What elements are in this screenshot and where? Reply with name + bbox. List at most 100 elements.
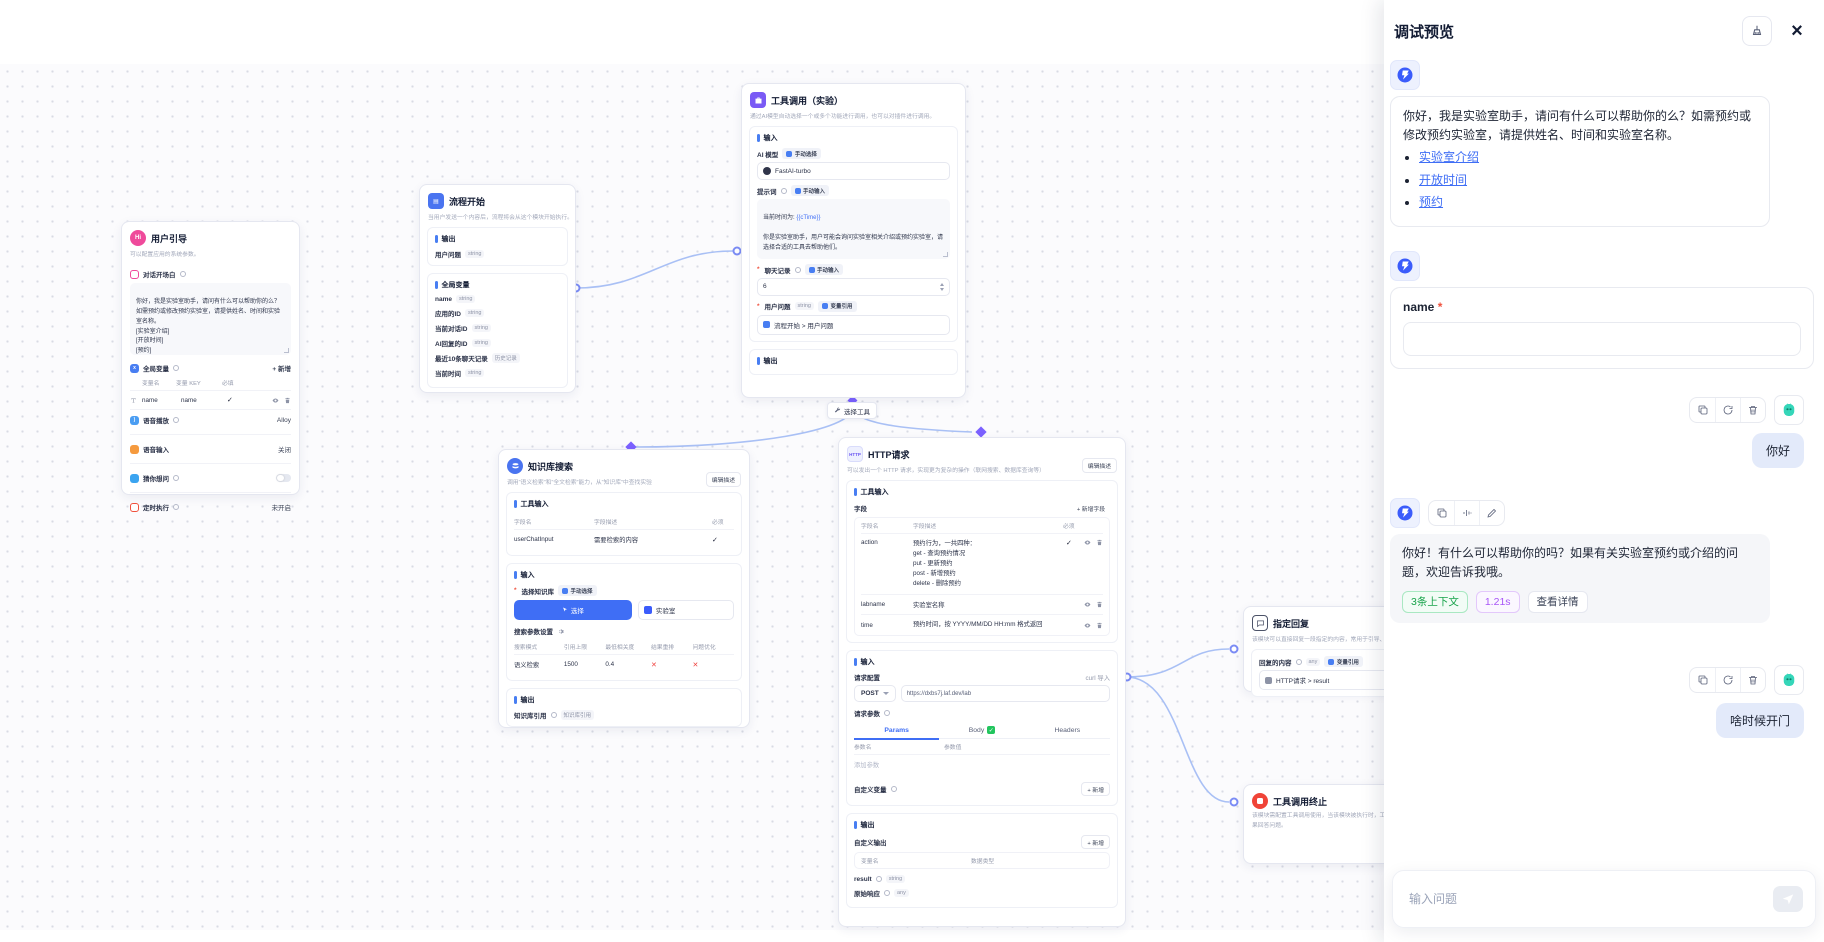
info-icon[interactable] [173, 475, 179, 481]
table-row[interactable]: time 预约时间，按 YYYY/MM/DD HH:mm 格式返回 [861, 615, 1103, 635]
section-input: 输入 [854, 657, 1110, 667]
chat-input[interactable] [1409, 892, 1765, 906]
table-row[interactable]: labname 实验室名称 [861, 595, 1103, 616]
tab-body[interactable]: Body ✓ [968, 726, 996, 735]
node-flow-start[interactable]: ▤ 流程开始 当用户发送一个内容后，流程将会从这个模块开始执行。 输出 用户问题… [419, 184, 576, 393]
edit-icon[interactable] [1479, 500, 1504, 525]
field-name: labname [861, 601, 886, 609]
bot-logo-icon [1397, 505, 1413, 521]
edit-description-button[interactable]: 编辑描述 [1081, 458, 1117, 473]
info-icon[interactable] [875, 876, 882, 883]
opening-textarea[interactable]: 你好，我是实验室助手，请问有什么可以帮助你的么？如需预约或修改预约实验室，请提供… [130, 283, 291, 355]
curl-import-button[interactable]: curl 导入 [1085, 674, 1111, 682]
dataset-chip[interactable]: 实验室 [637, 600, 734, 620]
node-http-request[interactable]: HTTP HTTP请求 可以发出一个 HTTP 请求，实现更为复杂的操作（联网搜… [838, 437, 1126, 927]
model-select[interactable]: FastAI-turbo [757, 162, 950, 180]
resize-handle-icon[interactable] [284, 348, 289, 353]
trash-icon[interactable] [284, 397, 291, 404]
read-aloud-icon[interactable] [1454, 500, 1479, 525]
copy-icon[interactable] [1690, 668, 1715, 692]
type-badge: any [1305, 657, 1321, 666]
voice-input-value[interactable]: 关闭 [278, 447, 291, 454]
link-lab-intro[interactable]: 实验室介绍 [1419, 150, 1480, 165]
info-icon[interactable] [550, 712, 557, 718]
edit-description-button[interactable]: 编辑描述 [705, 472, 741, 487]
node-user-guide[interactable]: Hi 用户引导 可以配置应用的系统参数。 对话开场白 你好，我是实验室助手，请问… [121, 221, 300, 512]
eye-icon[interactable] [272, 397, 279, 404]
node-subtitle: 调用“语义检索”和“全文检索”能力，从“知识库”中查找实验 [507, 480, 652, 486]
tab-headers[interactable]: Headers [1054, 726, 1081, 734]
retry-icon[interactable] [1715, 668, 1740, 693]
prompt-textarea[interactable]: 当前时间为: {{cTime}} 你是实验室助手，用户可能会询问实验室相关介绍或… [757, 199, 950, 259]
required-star: * [757, 266, 760, 273]
trash-icon[interactable] [1096, 601, 1103, 608]
reply-value: HTTP请求 > result [1276, 678, 1330, 685]
eye-icon[interactable] [1084, 622, 1091, 629]
table-row[interactable]: userChatInput 需要检索的内容 ✓ [514, 530, 734, 549]
method-select[interactable]: POST [854, 685, 896, 703]
manual-select-badge: 手动选择 [558, 585, 597, 596]
info-icon[interactable] [179, 271, 186, 277]
info-icon[interactable] [794, 266, 801, 273]
stepper-icon[interactable] [940, 283, 944, 291]
add-custom-var-button[interactable]: + 新增 [1081, 782, 1110, 797]
info-icon[interactable] [173, 365, 179, 371]
info-icon[interactable] [173, 504, 179, 510]
link-reserve[interactable]: 预约 [1419, 195, 1444, 210]
node-kb-search[interactable]: 知识库搜索 调用“语义检索”和“全文检索”能力，从“知识库”中查找实验 编辑描述… [498, 449, 750, 728]
info-icon[interactable] [890, 786, 897, 793]
model-logo-icon [763, 167, 771, 175]
info-icon[interactable] [780, 187, 787, 194]
select-kb-button[interactable]: 选择 [514, 600, 632, 620]
voice-play-value[interactable]: Alloy [276, 416, 291, 424]
info-icon[interactable] [884, 710, 890, 717]
kb-quote-label: 知识库引用 [514, 713, 547, 720]
url-input[interactable]: https://dxbs7j.laf.dev/lab [900, 685, 1110, 703]
microphone-icon [130, 444, 139, 454]
var-ref-badge: 变量引用 [1324, 656, 1363, 667]
view-detail-button[interactable]: 查看详情 [1527, 591, 1588, 614]
timer-value[interactable]: 未开启 [271, 505, 292, 512]
info-icon[interactable] [173, 417, 179, 423]
copy-icon[interactable] [1690, 398, 1715, 422]
form-name-input[interactable] [1403, 321, 1801, 356]
bot-avatar [1390, 60, 1420, 90]
trash-icon[interactable] [1096, 539, 1103, 546]
delete-icon[interactable] [1740, 397, 1765, 422]
field-desc: 实验室名称 [913, 602, 945, 610]
guess-toggle[interactable] [276, 473, 291, 483]
variable-row[interactable]: name name ✓ [130, 391, 291, 410]
link-open-hours[interactable]: 开放时间 [1419, 172, 1468, 187]
add-custom-output-button[interactable]: + 新增 [1081, 835, 1110, 850]
table-row[interactable]: action 预约行为，一共四种： get - 查询预约情况 put - 更新预… [861, 534, 1103, 596]
broom-icon [1752, 25, 1762, 36]
model-value: FastAI-turbo [775, 167, 811, 175]
add-param-row[interactable]: 添加参数 [854, 755, 1110, 774]
select-tool-badge[interactable]: 选择工具 [827, 402, 877, 419]
field-desc: 预约时间，按 YYYY/MM/DD HH:mm 格式返回 [913, 621, 1043, 629]
info-icon[interactable] [884, 890, 890, 897]
delete-icon[interactable] [1740, 668, 1765, 693]
eye-icon[interactable] [1084, 601, 1091, 608]
tab-params[interactable]: Params [854, 722, 940, 740]
add-variable-button[interactable]: + 新增 [272, 366, 291, 373]
history-count-input[interactable]: 6 [757, 278, 950, 296]
eye-icon[interactable] [1084, 539, 1091, 546]
add-field-button[interactable]: + 新增字段 [1071, 502, 1110, 514]
copy-icon[interactable] [1429, 501, 1454, 525]
info-icon[interactable] [1295, 658, 1302, 665]
send-button[interactable] [1773, 886, 1803, 912]
variable-form-card: name * [1390, 286, 1814, 369]
resize-handle-icon[interactable] [943, 252, 948, 257]
retry-icon[interactable] [1715, 397, 1740, 422]
node-title: 工具调用（实验） [771, 95, 844, 106]
gear-icon[interactable] [557, 628, 564, 635]
clear-history-button[interactable] [1742, 16, 1772, 46]
node-tool-call[interactable]: 工具调用（实验） 通过AI模型自动选择一个或多个功能进行调用，也可以对插件进行调… [741, 83, 966, 398]
close-panel-button[interactable]: × [1782, 16, 1812, 46]
trash-icon[interactable] [1096, 622, 1103, 629]
chat-history[interactable]: 你好，我是实验室助手，请问有什么可以帮助你的么？如需预约或修改预约实验室，请提供… [1384, 54, 1824, 860]
question-value-chip[interactable]: 流程开始 > 用户问题 [757, 314, 950, 335]
message-actions [1689, 667, 1766, 694]
section-input: 输入 [514, 570, 734, 580]
